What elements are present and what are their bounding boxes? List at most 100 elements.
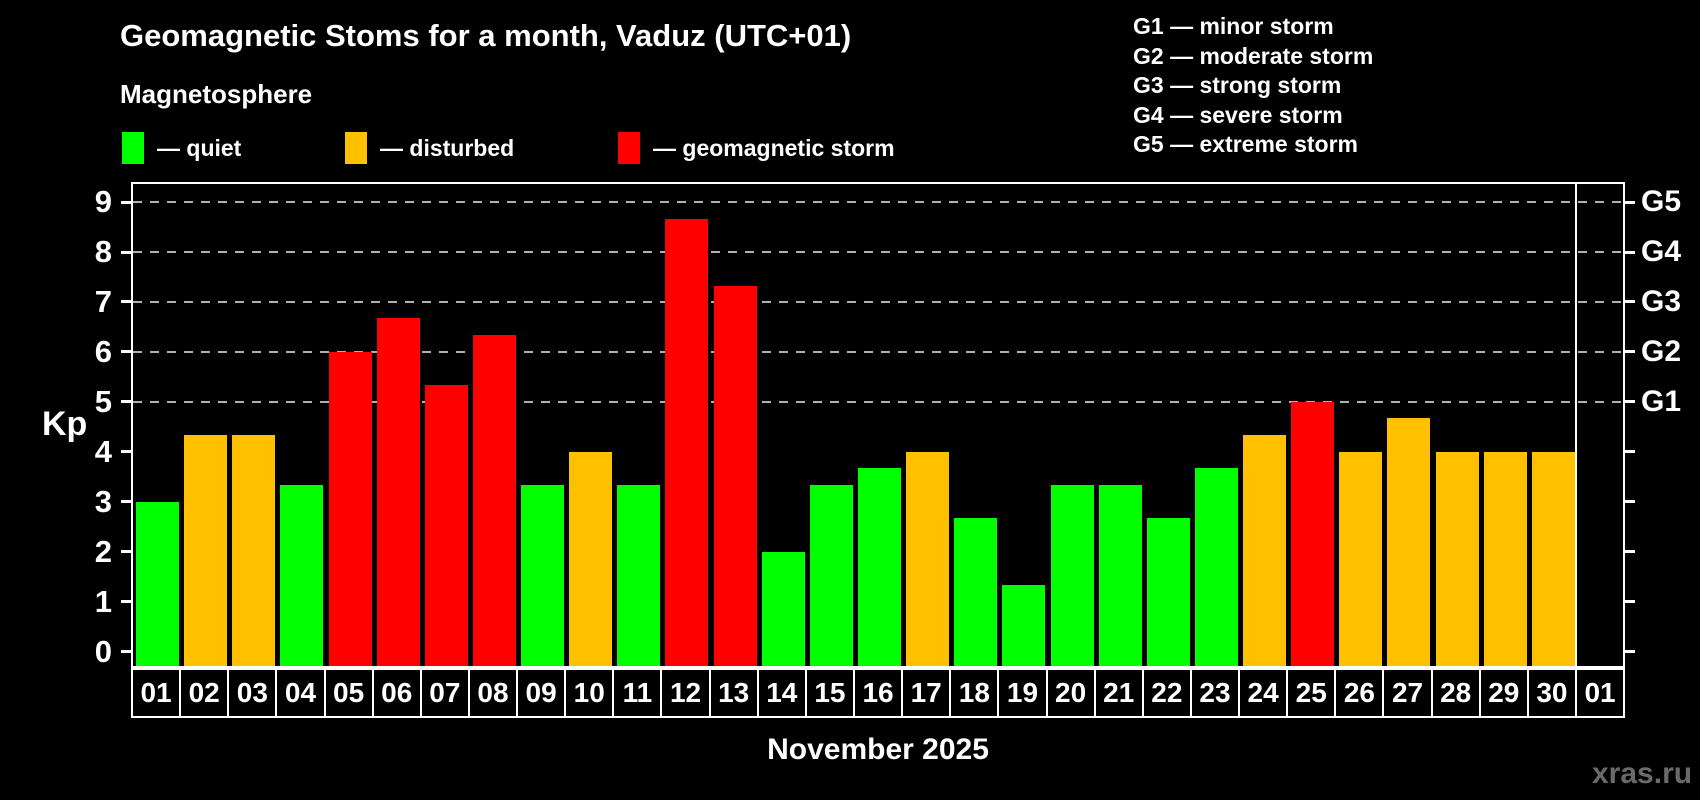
kp-bar-day-17 <box>906 451 950 666</box>
legend-label-disturbed: — disturbed <box>380 134 515 161</box>
kp-bar-day-18 <box>954 518 998 666</box>
storm-swatch-icon <box>618 132 640 164</box>
day-label-10: 10 <box>564 668 615 718</box>
kp-bar-day-28 <box>1435 451 1479 666</box>
y-tick-right-0 <box>1625 650 1635 653</box>
kp-bar-day-16 <box>858 468 901 666</box>
day-label-04: 04 <box>275 668 326 718</box>
y-tick-left-2 <box>121 550 131 554</box>
y-tick-left-4 <box>121 450 131 454</box>
y-tick-label-5: 5 <box>94 383 112 419</box>
y-tick-right-8 <box>1625 250 1635 254</box>
watermark: xras.ru <box>1592 757 1693 790</box>
y-tick-label-8: 8 <box>94 234 112 270</box>
day-label-09: 09 <box>516 668 567 718</box>
day-label-28: 28 <box>1430 668 1481 718</box>
y-tick-label-7: 7 <box>94 283 112 319</box>
kp-bar-day-07 <box>424 385 468 666</box>
kp-bar-day-20 <box>1050 485 1094 666</box>
day-label-05: 05 <box>323 668 374 718</box>
day-label-11: 11 <box>612 668 663 718</box>
disturbed-swatch-icon <box>345 132 367 164</box>
kp-bar-day-01 <box>136 501 179 666</box>
day-label-19: 19 <box>997 668 1048 718</box>
storm-scale-line-3: G3 — strong storm <box>1133 72 1342 99</box>
right-axis-label-g4: G4 <box>1641 235 1682 269</box>
day-label-08: 08 <box>467 668 519 718</box>
day-label-26: 26 <box>1334 668 1385 718</box>
legend-item-quiet: — quiet <box>122 129 241 167</box>
month-separator-line <box>1575 184 1577 666</box>
y-tick-right-9 <box>1625 200 1635 204</box>
legend-item-disturbed: — disturbed <box>345 129 514 167</box>
legend-label-quiet: — quiet <box>157 134 242 161</box>
kp-bar-day-09 <box>521 485 565 666</box>
y-tick-left-5 <box>121 400 131 404</box>
y-tick-left-9 <box>121 200 131 204</box>
kp-bar-day-14 <box>761 551 805 666</box>
kp-bar-day-21 <box>1098 485 1142 666</box>
day-label-24: 24 <box>1238 668 1289 718</box>
day-label-16: 16 <box>853 668 904 718</box>
day-label-23: 23 <box>1189 668 1241 718</box>
y-axis-label: Kp <box>42 405 88 443</box>
day-label-21: 21 <box>1093 668 1144 718</box>
legend-label-storm: — geomagnetic storm <box>653 134 895 161</box>
kp-bar-day-19 <box>1002 585 1046 666</box>
month-label: November 2025 <box>767 733 989 766</box>
quiet-swatch-icon <box>122 132 144 164</box>
y-tick-label-4: 4 <box>94 433 112 469</box>
y-tick-left-6 <box>121 350 131 354</box>
y-tick-label-1: 1 <box>94 583 112 619</box>
y-tick-right-2 <box>1625 550 1635 554</box>
kp-bar-day-04 <box>280 485 324 666</box>
gridline-kp7 <box>133 300 1623 303</box>
day-label-29: 29 <box>1478 668 1529 718</box>
y-tick-label-2: 2 <box>94 533 112 569</box>
y-tick-right-7 <box>1625 300 1635 304</box>
kp-bar-day-06 <box>376 318 420 666</box>
kp-bar-day-05 <box>328 351 372 666</box>
day-label-14: 14 <box>756 668 807 718</box>
kp-bar-day-24 <box>1243 435 1287 666</box>
day-label-22: 22 <box>1141 668 1192 718</box>
kp-bar-day-25 <box>1291 401 1335 666</box>
kp-bar-day-22 <box>1146 518 1190 666</box>
y-tick-right-3 <box>1625 500 1635 504</box>
day-label-13: 13 <box>708 668 759 718</box>
storm-scale-line-5: G5 — extreme storm <box>1133 131 1358 158</box>
day-label-02: 02 <box>179 668 230 718</box>
day-label-next-01: 01 <box>1575 668 1626 718</box>
y-tick-label-6: 6 <box>94 333 112 369</box>
kp-bar-day-11 <box>617 485 661 666</box>
y-tick-label-9: 9 <box>94 184 112 220</box>
legend-item-storm: — geomagnetic storm <box>618 129 895 167</box>
kp-bar-day-12 <box>665 218 709 666</box>
chart-subtitle: Magnetosphere <box>120 79 313 109</box>
day-label-01: 01 <box>131 668 182 718</box>
storm-scale-line-4: G4 — severe storm <box>1133 101 1343 128</box>
day-label-27: 27 <box>1382 668 1433 718</box>
right-axis-label-g5: G5 <box>1641 185 1682 219</box>
y-tick-right-1 <box>1625 600 1635 604</box>
right-axis-label-g1: G1 <box>1641 384 1682 418</box>
day-label-18: 18 <box>949 668 1000 718</box>
kp-bar-day-02 <box>184 435 228 666</box>
y-tick-label-3: 3 <box>94 483 112 519</box>
y-tick-left-3 <box>121 500 131 504</box>
kp-bar-day-15 <box>809 485 853 666</box>
kp-bar-day-26 <box>1339 451 1383 666</box>
day-label-07: 07 <box>419 668 470 718</box>
y-tick-right-5 <box>1625 400 1635 404</box>
y-tick-left-1 <box>121 600 131 604</box>
day-label-30: 30 <box>1526 668 1577 718</box>
y-tick-right-6 <box>1625 350 1635 354</box>
storm-scale-line-2: G2 — moderate storm <box>1133 42 1374 69</box>
kp-bar-day-23 <box>1194 468 1238 666</box>
day-label-15: 15 <box>804 668 855 718</box>
kp-bar-day-30 <box>1531 451 1575 666</box>
day-label-17: 17 <box>901 668 952 718</box>
y-tick-left-0 <box>121 650 131 653</box>
storm-scale-line-1: G1 — minor storm <box>1133 13 1334 39</box>
